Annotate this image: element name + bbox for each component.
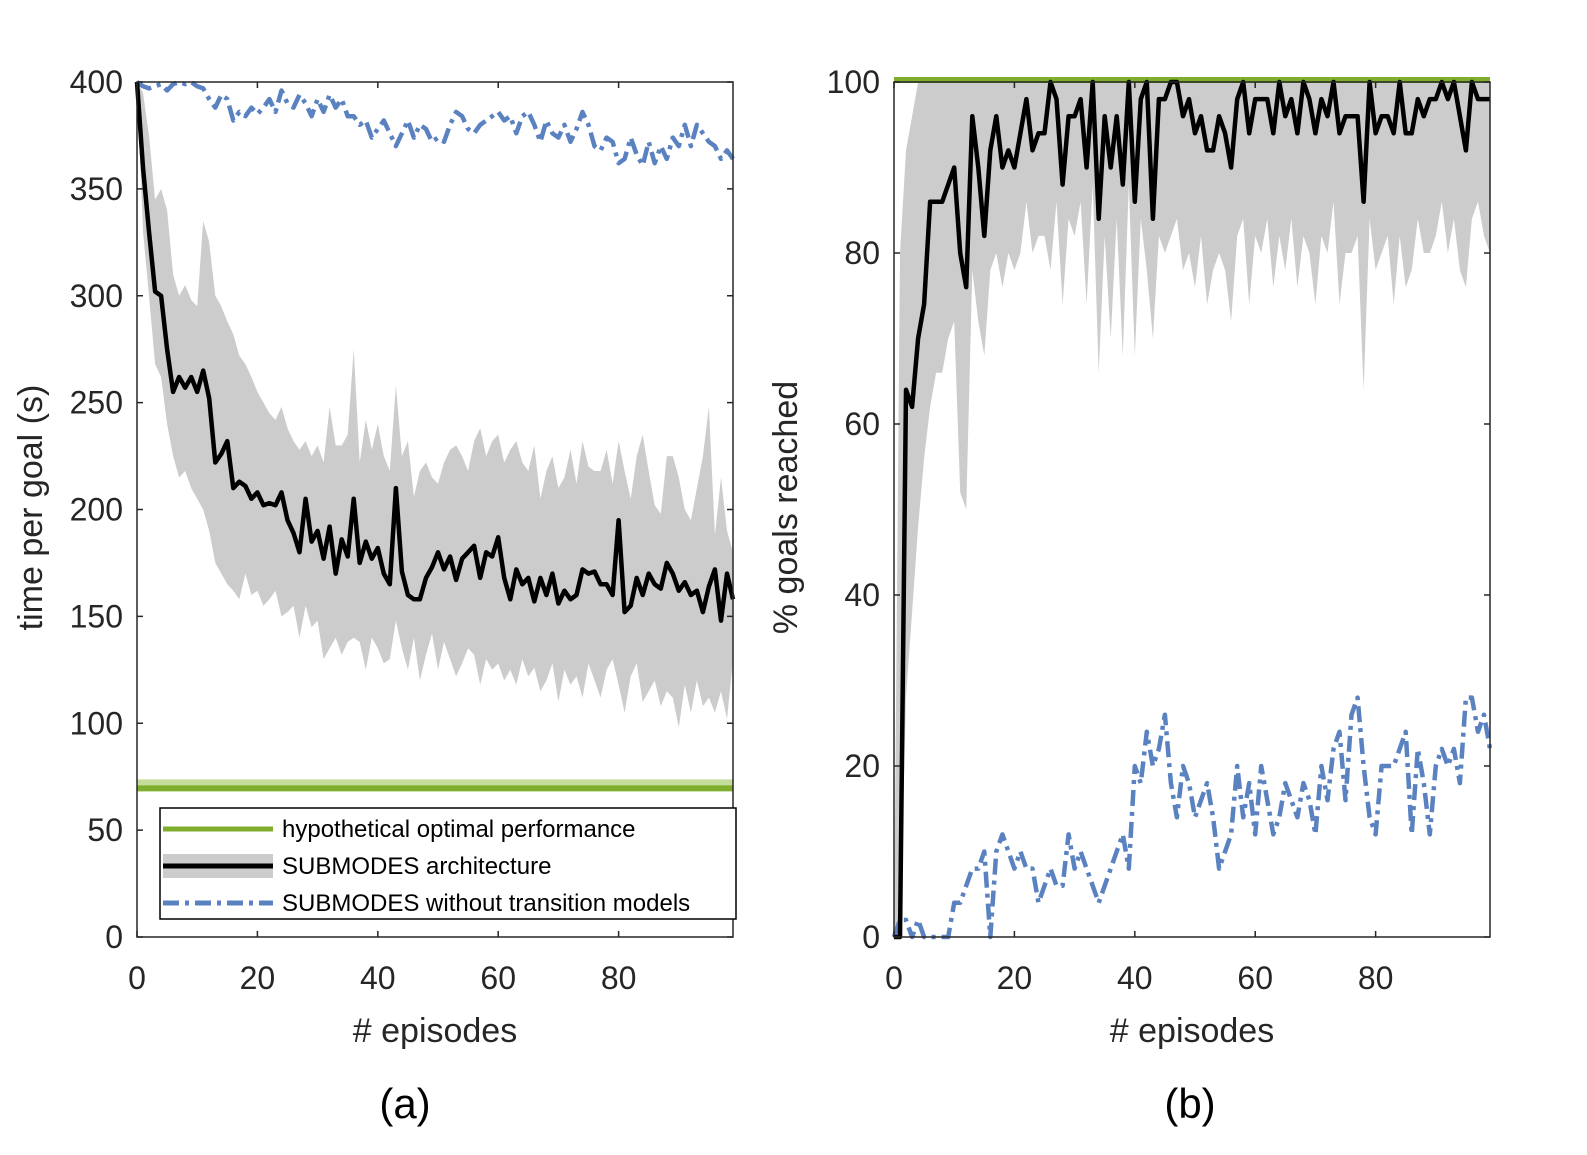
panel-b-chart: 0 20 40 60 80 0 20 40 60 80 100 # episodes % goals…	[767, 64, 1493, 1127]
legend-label-submodes: SUBMODES architecture	[282, 853, 551, 880]
panel-b-caption: (b)	[1164, 1080, 1215, 1127]
b-ytick-label: 60	[844, 406, 880, 442]
a-xtick-label: 60	[480, 960, 516, 996]
a-series-lines	[134, 79, 736, 792]
a-y-axis-label: time per goal (s)	[12, 385, 50, 631]
b-ticks: 0 20 40 60 80 0 20 40 60 80 100	[827, 64, 1490, 996]
a-ytick-label: 350	[70, 171, 123, 207]
a-ytick-label: 50	[87, 812, 123, 848]
b-ytick-label: 20	[844, 748, 880, 784]
b-xtick-label: 80	[1358, 960, 1394, 996]
a-ytick-label: 300	[70, 278, 123, 314]
legend-label-optimal: hypothetical optimal performance	[282, 816, 636, 843]
a-confidence-band	[137, 82, 733, 728]
b-ytick-label: 40	[844, 577, 880, 613]
a-ytick-label: 100	[70, 705, 123, 741]
a-xtick-label: 20	[240, 960, 276, 996]
legend-label-no-transition: SUBMODES without transition models	[282, 890, 690, 917]
a-ytick-label: 400	[70, 64, 123, 100]
b-xtick-label: 40	[1117, 960, 1153, 996]
b-series-lines	[891, 77, 1493, 940]
a-submodes-line	[134, 81, 736, 623]
b-submodes-line	[894, 79, 1490, 940]
a-xtick-label: 0	[128, 960, 146, 996]
a-band-area	[137, 82, 733, 728]
b-ytick-label: 0	[862, 919, 880, 955]
b-xtick-label: 0	[885, 960, 903, 996]
b-xtick-label: 60	[1237, 960, 1273, 996]
b-ytick-label: 100	[827, 64, 880, 100]
a-ytick-label: 250	[70, 385, 123, 421]
a-xtick-label: 80	[601, 960, 637, 996]
a-xtick-label: 40	[360, 960, 396, 996]
b-xtick-label: 20	[997, 960, 1033, 996]
b-no-transition-line	[891, 695, 1493, 940]
a-ytick-label: 0	[105, 919, 123, 955]
panel-a-chart: 0 20 40 60 80 0 50 100 150 200 250 300 350 400 # epis…	[12, 64, 737, 1127]
a-no-transition-line	[135, 79, 735, 168]
a-x-axis-label: # episodes	[353, 1012, 517, 1050]
b-x-axis-label: # episodes	[1110, 1012, 1274, 1050]
a-ticks: 0 20 40 60 80 0 50 100 150 200 250 300 350 400	[70, 64, 733, 996]
b-axes-frame	[893, 81, 1491, 938]
a-ytick-label: 200	[70, 492, 123, 528]
b-y-axis-label: % goals reached	[767, 381, 805, 634]
b-ytick-label: 80	[844, 235, 880, 271]
legend: hypothetical optimal performance SUBMODE…	[159, 807, 737, 920]
a-ytick-label: 150	[70, 598, 123, 634]
panel-a-caption: (a)	[379, 1080, 430, 1127]
